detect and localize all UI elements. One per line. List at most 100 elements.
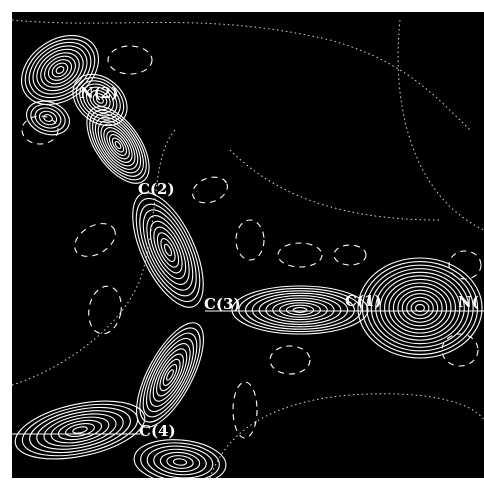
c1-n1-bond-contour	[392, 286, 448, 330]
c4-density-contour	[21, 403, 139, 457]
c3-c1-bond-contour	[292, 307, 308, 313]
negative-contour	[441, 333, 479, 367]
c2-c3-bond-contour	[146, 215, 190, 285]
c4-density-contour	[57, 419, 103, 441]
c2-c3-bond-contour	[132, 192, 204, 308]
n2-c2-bond-contour	[97, 120, 139, 170]
atom-label-c4: C(4)	[139, 422, 176, 440]
c1-n1-bond-contour	[361, 261, 479, 355]
n2-density-contour	[28, 41, 92, 99]
n2-c2-bond-contour	[92, 113, 144, 177]
n2-density-contour	[26, 100, 70, 136]
negative-contour	[21, 115, 59, 145]
c3-c1-bond-contour	[272, 299, 328, 321]
c1-n1-bond-contour	[401, 293, 439, 323]
n2-density-contour	[34, 107, 62, 129]
n2-density-contour	[92, 93, 108, 107]
c1-n1-bond-contour	[415, 303, 425, 313]
c2-c3-bond-contour	[139, 203, 197, 297]
c3-c1-bond-contour	[285, 304, 315, 316]
c3-c4-bond-contour	[149, 343, 191, 407]
c1-n1-bond-contour	[384, 278, 456, 338]
atom-label-n2: N(2)	[80, 84, 118, 102]
negative-contour	[448, 250, 482, 280]
n2-c2-bond-contour	[89, 109, 147, 181]
c1-n1-bond-contour	[357, 257, 483, 359]
c2-c3-bond-contour	[153, 226, 183, 274]
n2-c2-bond-contour	[94, 116, 142, 174]
bond-axis-lines	[12, 310, 484, 435]
c1-n1-bond-contour	[406, 296, 434, 320]
c3-c1-bond-contour	[245, 290, 355, 330]
c3-c1-bond-contour	[238, 287, 362, 333]
c4-density-contour	[72, 426, 88, 434]
c2-c3-bond-contour	[163, 243, 173, 257]
contour-lines	[11, 19, 484, 481]
c3-c4-bond-contour	[146, 337, 194, 413]
c3-c4-bond-contour	[166, 369, 174, 381]
c2-c3-bond-contour	[160, 237, 176, 263]
c4-density-contour	[166, 455, 194, 469]
atom-label-c1: C(1)	[345, 292, 382, 310]
negative-contour	[74, 223, 116, 257]
c4-density-contour	[36, 410, 124, 450]
c1-n1-bond-contour	[397, 289, 443, 327]
n2-density-contour	[96, 96, 104, 104]
c2-c3-bond-contour	[149, 220, 187, 280]
n2-density-contour	[72, 73, 128, 127]
negative-contour	[277, 242, 323, 268]
map-panel	[12, 12, 484, 478]
n2-density-contour	[75, 77, 125, 123]
c4-density-contour	[65, 423, 95, 437]
c4-density-contour	[133, 439, 227, 481]
n2-density-contour	[40, 52, 80, 88]
c3-c1-bond-contour	[231, 285, 369, 335]
negative-contour	[107, 45, 153, 75]
n2-density-contour	[89, 89, 111, 111]
atom-label-c3: C(3)	[204, 295, 241, 313]
n2-density-contour	[30, 103, 66, 133]
n2-density-contour	[36, 48, 84, 92]
c4-density-contour	[14, 400, 146, 460]
c4-density-contour	[50, 416, 110, 444]
c3-c4-bond-contour	[142, 332, 198, 418]
n2-c2-bond-contour	[86, 106, 150, 184]
n2-density-contour	[51, 62, 69, 78]
c3-c1-bond-contour	[251, 292, 349, 328]
c1-n1-bond-contour	[410, 300, 430, 316]
n2-density-contour	[24, 38, 96, 102]
zero-contour	[11, 129, 176, 386]
c2-c3-bond-contour	[135, 197, 201, 303]
c3-c1-bond-contour	[258, 295, 342, 325]
c3-c4-bond-contour	[152, 348, 188, 402]
n2-c2-bond-contour	[100, 123, 136, 167]
n2-c2-bond-contour	[106, 130, 130, 160]
negative-contour	[88, 285, 122, 335]
zero-contour	[209, 393, 484, 479]
n2-c2-bond-contour	[114, 140, 122, 150]
c4-density-contour	[153, 448, 207, 476]
c1-n1-bond-contour	[388, 282, 452, 334]
c4-density-contour	[172, 458, 188, 466]
negative-contour	[192, 176, 228, 204]
c1-n1-bond-contour	[370, 268, 470, 348]
zero-contour	[397, 19, 484, 231]
c3-c1-bond-contour	[265, 297, 335, 323]
n2-density-contour	[38, 110, 58, 126]
n2-density-contour	[32, 45, 88, 95]
atom-label-n1: N(	[458, 293, 479, 311]
c4-density-contour	[159, 451, 201, 473]
negative-contour	[235, 219, 265, 261]
c2-c3-bond-contour	[156, 232, 180, 268]
n2-density-contour	[55, 66, 65, 74]
c3-c4-bond-contour	[159, 358, 181, 392]
atom-label-c2: C(2)	[138, 180, 175, 198]
c3-c1-bond-contour	[279, 302, 321, 318]
c1-n1-bond-contour	[379, 275, 461, 341]
n2-c2-bond-contour	[103, 127, 133, 163]
c1-n1-bond-contour	[366, 264, 474, 352]
negative-contour	[232, 381, 258, 439]
c3-c4-bond-contour	[139, 327, 201, 423]
